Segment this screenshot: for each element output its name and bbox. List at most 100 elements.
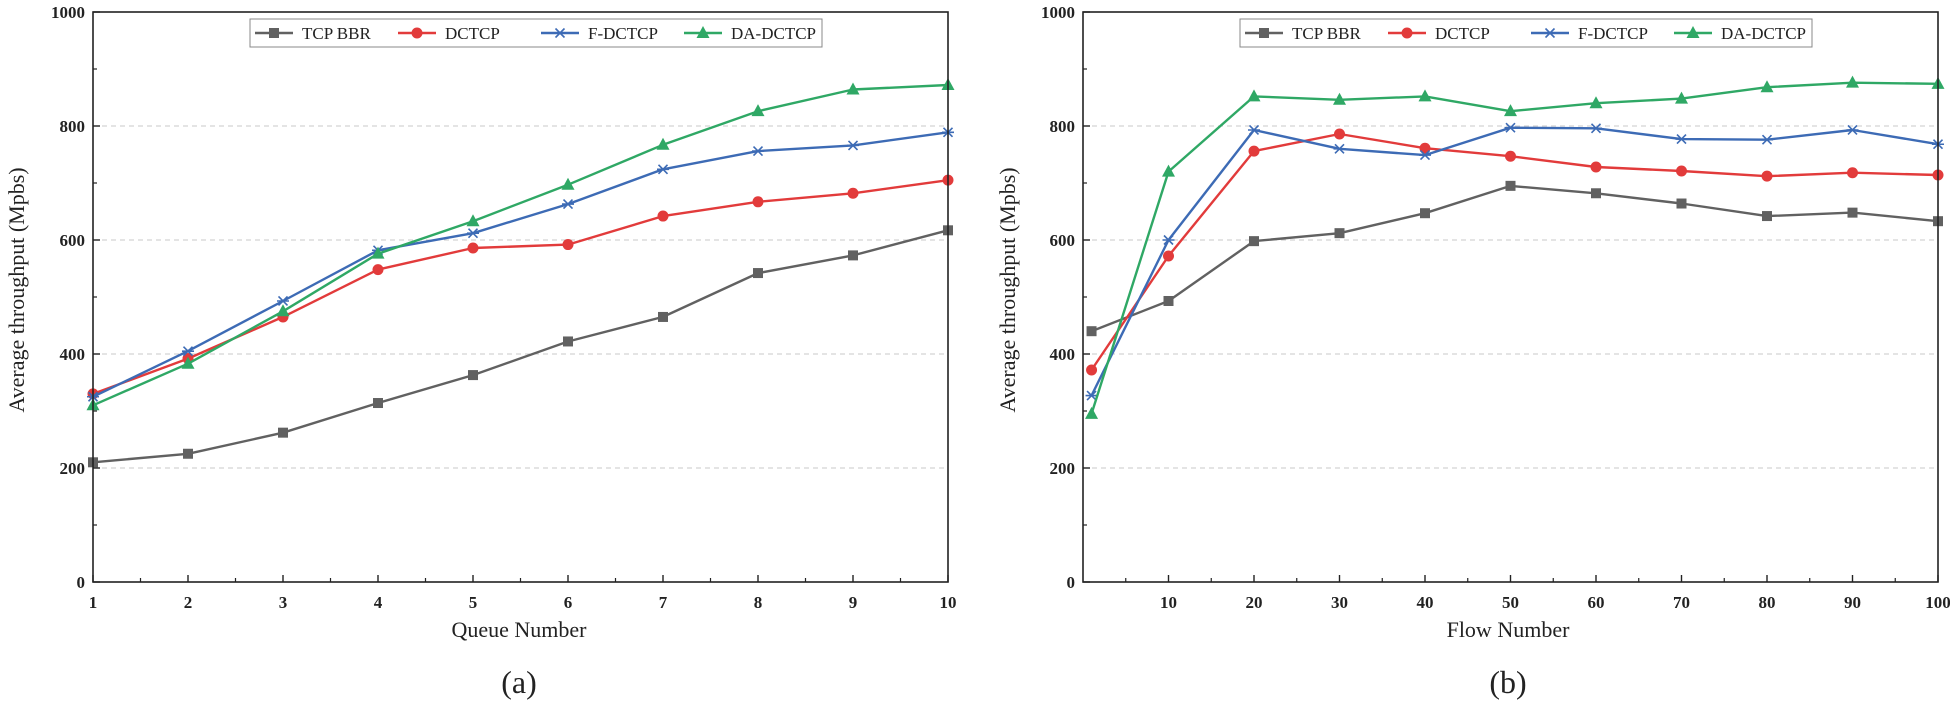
- legend-marker: [554, 27, 566, 39]
- x-tick-label: 40: [1417, 593, 1434, 612]
- data-point: [1334, 128, 1345, 140]
- legend-marker: [411, 27, 423, 39]
- x-tick-label: 8: [754, 593, 763, 612]
- x-tick-label: 9: [849, 593, 858, 612]
- legend-label: DA-DCTCP: [731, 24, 816, 43]
- data-point: [1761, 134, 1773, 145]
- data-point: [1590, 161, 1602, 173]
- x-tick-label: 70: [1673, 593, 1690, 612]
- data-point: [658, 311, 668, 322]
- data-point: [847, 187, 859, 199]
- chart-panel-b: Flow Number Average throughput (Mpbs) (b…: [995, 3, 1950, 700]
- plot-frame: [1082, 11, 1939, 583]
- data-point: [1761, 170, 1773, 182]
- legend: TCP BBR DCTCP F-DCTCP DA-DCTCP: [249, 18, 823, 48]
- legend-box: [1239, 18, 1813, 48]
- data-point: [277, 295, 289, 307]
- legend-marker: [1544, 27, 1556, 39]
- data-point: [1676, 198, 1687, 209]
- legend-label: F-DCTCP: [588, 24, 658, 43]
- data-point: [1675, 91, 1688, 104]
- data-point: [373, 398, 383, 409]
- data-point: [657, 164, 669, 175]
- x-axis-label: Queue Number: [451, 617, 587, 642]
- data-point: [182, 346, 194, 357]
- legend-label: DA-DCTCP: [1721, 24, 1806, 43]
- legend-item: TCP BBR: [255, 24, 371, 43]
- data-point: [1247, 89, 1261, 102]
- data-point: [1505, 180, 1516, 191]
- x-tick-label: 90: [1844, 593, 1861, 612]
- data-point: [1333, 92, 1346, 105]
- y-tick-label: 600: [60, 231, 86, 250]
- x-tick-label: 30: [1331, 593, 1348, 612]
- legend-label: TCP BBR: [1292, 24, 1361, 43]
- x-tick-label: 100: [1925, 593, 1950, 612]
- data-point: [467, 228, 479, 239]
- x-tick-label: 50: [1502, 593, 1519, 612]
- y-tick-label: 200: [1050, 459, 1076, 478]
- y-tick-label: 200: [60, 459, 86, 478]
- x-tick-label: 80: [1759, 593, 1776, 612]
- data-point: [562, 239, 574, 251]
- data-point: [1334, 228, 1345, 239]
- data-point: [1248, 145, 1260, 157]
- y-tick-label: 800: [1050, 117, 1076, 136]
- data-point: [1847, 207, 1858, 218]
- data-point: [1163, 295, 1174, 306]
- data-point: [1248, 124, 1260, 136]
- legend-marker: [269, 28, 279, 38]
- data-point: [468, 370, 478, 381]
- data-point: [1085, 390, 1098, 401]
- x-tick-label: 5: [469, 593, 478, 612]
- x-tick-label: 7: [659, 593, 668, 612]
- data-point: [1420, 208, 1430, 219]
- data-point: [848, 250, 858, 261]
- data-point: [1086, 326, 1097, 337]
- data-point: [1333, 143, 1346, 154]
- series-line: [92, 83, 949, 407]
- data-point: [1504, 104, 1517, 117]
- series-line: [1091, 184, 1939, 333]
- data-point: [752, 146, 764, 157]
- data-point: [1162, 234, 1175, 246]
- series-line: [92, 229, 949, 464]
- legend-marker: [1259, 28, 1269, 38]
- legend-label: DCTCP: [1435, 24, 1490, 43]
- x-tick-label: 4: [374, 593, 383, 612]
- legend-item: F-DCTCP: [541, 24, 658, 43]
- panel-caption: (a): [501, 664, 537, 700]
- data-point: [371, 246, 385, 259]
- data-point: [846, 82, 860, 95]
- legend-item: DCTCP: [1388, 24, 1490, 43]
- x-tick-label: 60: [1588, 593, 1605, 612]
- legend-item: TCP BBR: [1245, 24, 1361, 43]
- legend-marker: [1686, 26, 1700, 38]
- y-tick-label: 600: [1050, 231, 1076, 250]
- data-point: [1418, 89, 1432, 102]
- data-point: [1676, 165, 1687, 177]
- data-point: [1162, 164, 1175, 177]
- data-point: [561, 177, 575, 190]
- data-point: [372, 264, 384, 276]
- data-point: [752, 196, 764, 208]
- x-tick-label: 6: [564, 593, 573, 612]
- legend-label: TCP BBR: [302, 24, 371, 43]
- data-point: [657, 210, 669, 222]
- series-line: [92, 131, 949, 398]
- data-point: [847, 140, 859, 151]
- x-tick-label: 2: [184, 593, 193, 612]
- data-point: [1590, 123, 1602, 134]
- data-point: [1505, 150, 1516, 162]
- data-point: [1591, 188, 1601, 199]
- legend-item: F-DCTCP: [1531, 24, 1648, 43]
- x-tick-label: 10: [1160, 593, 1177, 612]
- legend-box: [249, 18, 823, 48]
- y-axis-label: Average throughput (Mpbs): [4, 167, 29, 412]
- y-tick-label: 800: [60, 117, 86, 136]
- y-tick-label: 1000: [1041, 3, 1075, 22]
- data-point: [1846, 124, 1859, 136]
- series-line: [1090, 126, 1939, 397]
- data-point: [278, 427, 288, 438]
